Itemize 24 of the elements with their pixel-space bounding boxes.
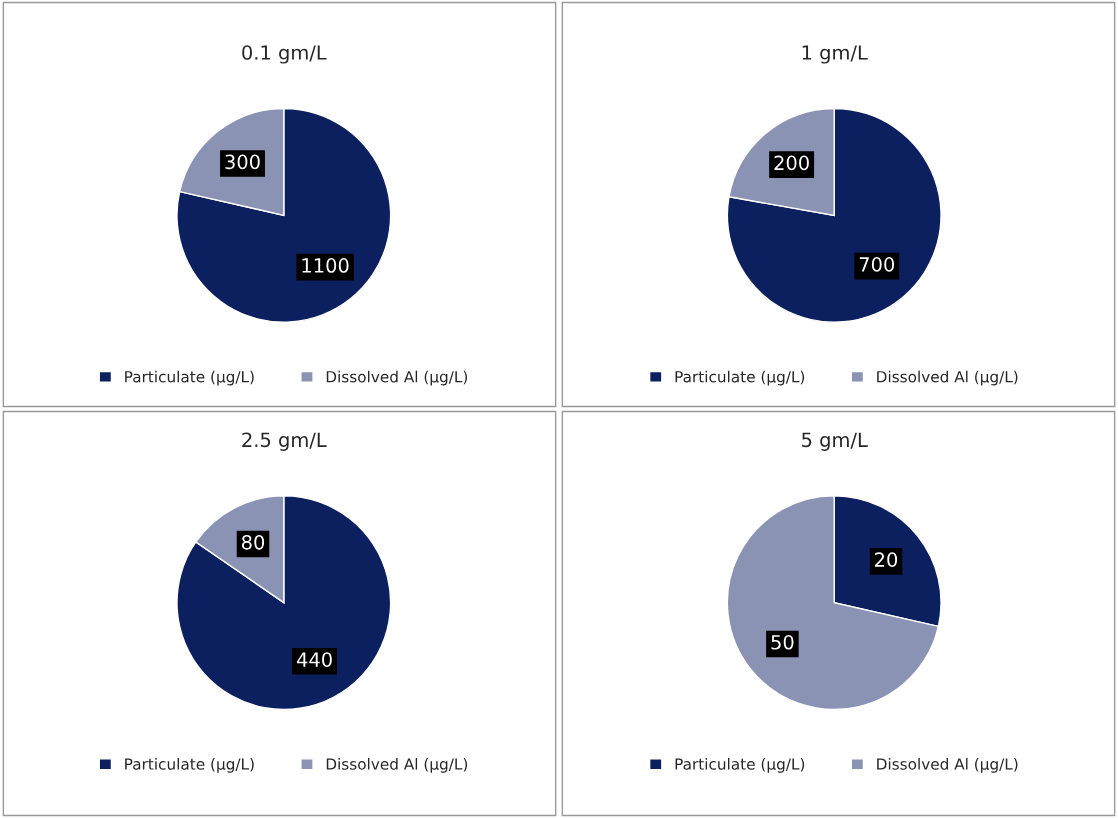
chart-title: 1 gm/L bbox=[802, 45, 868, 64]
legend-label: Particulate (μg/L) bbox=[675, 370, 805, 386]
chart-title: 0.1 gm/L bbox=[242, 45, 327, 64]
data-label: 200 bbox=[774, 155, 809, 171]
legend-label: Particulate (μg/L) bbox=[675, 757, 805, 773]
pie-slice bbox=[176, 495, 392, 711]
legend-label: Particulate (μg/L) bbox=[125, 370, 254, 386]
chart-title: 2.5 gm/L bbox=[242, 432, 327, 451]
pie-slice bbox=[176, 107, 392, 323]
legend-label: Dissolved Al (μg/L) bbox=[877, 370, 1018, 386]
pie-slice bbox=[726, 495, 940, 711]
data-label: 50 bbox=[771, 634, 794, 650]
data-label: 700 bbox=[859, 257, 895, 272]
pie-slice bbox=[726, 107, 942, 323]
legend-label: Particulate (μg/L) bbox=[125, 757, 254, 773]
data-label: 300 bbox=[225, 154, 260, 170]
legend-label: Dissolved Al (μg/L) bbox=[877, 757, 1018, 773]
chart-title: 5 gm/L bbox=[802, 432, 868, 451]
data-label: 20 bbox=[875, 552, 898, 567]
legend-label: Dissolved Al (μg/L) bbox=[326, 757, 468, 773]
data-label: 1100 bbox=[302, 258, 349, 273]
data-label: 440 bbox=[296, 652, 332, 667]
legend-label: Dissolved Al (μg/L) bbox=[326, 370, 468, 386]
data-label: 80 bbox=[241, 534, 265, 550]
